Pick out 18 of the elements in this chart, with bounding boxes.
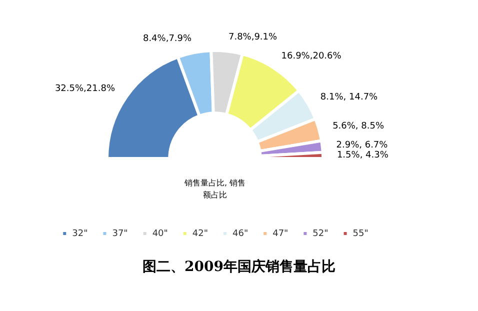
legend-label: 55" <box>352 228 368 239</box>
slice-label: 销售量占比, 销售额占比 <box>183 178 246 200</box>
data-label: 5.6%, 8.5% <box>332 121 384 132</box>
data-label: 32.5%,21.8% <box>54 84 116 94</box>
legend-label: 42" <box>192 228 208 239</box>
data-label: 7.8%,9.1% <box>228 32 278 43</box>
legend-label: 40" <box>152 228 168 239</box>
legend-label: 52" <box>312 228 328 239</box>
legend-label: 37" <box>112 228 128 239</box>
legend-label: 32" <box>72 228 88 239</box>
data-label: 8.4%,7.9% <box>142 34 192 44</box>
text: 图二、2009年国庆销售量占比 <box>142 258 336 276</box>
data-label: 16.9%,20.6% <box>281 51 342 62</box>
legend-label: 47" <box>272 228 288 239</box>
legend-label: 46" <box>232 228 248 239</box>
data-label: 2.9%, 6.7% <box>336 140 388 150</box>
data-label: 1.5%, 4.3% <box>336 150 389 160</box>
data-label: 8.1%, 14.7% <box>320 92 378 102</box>
